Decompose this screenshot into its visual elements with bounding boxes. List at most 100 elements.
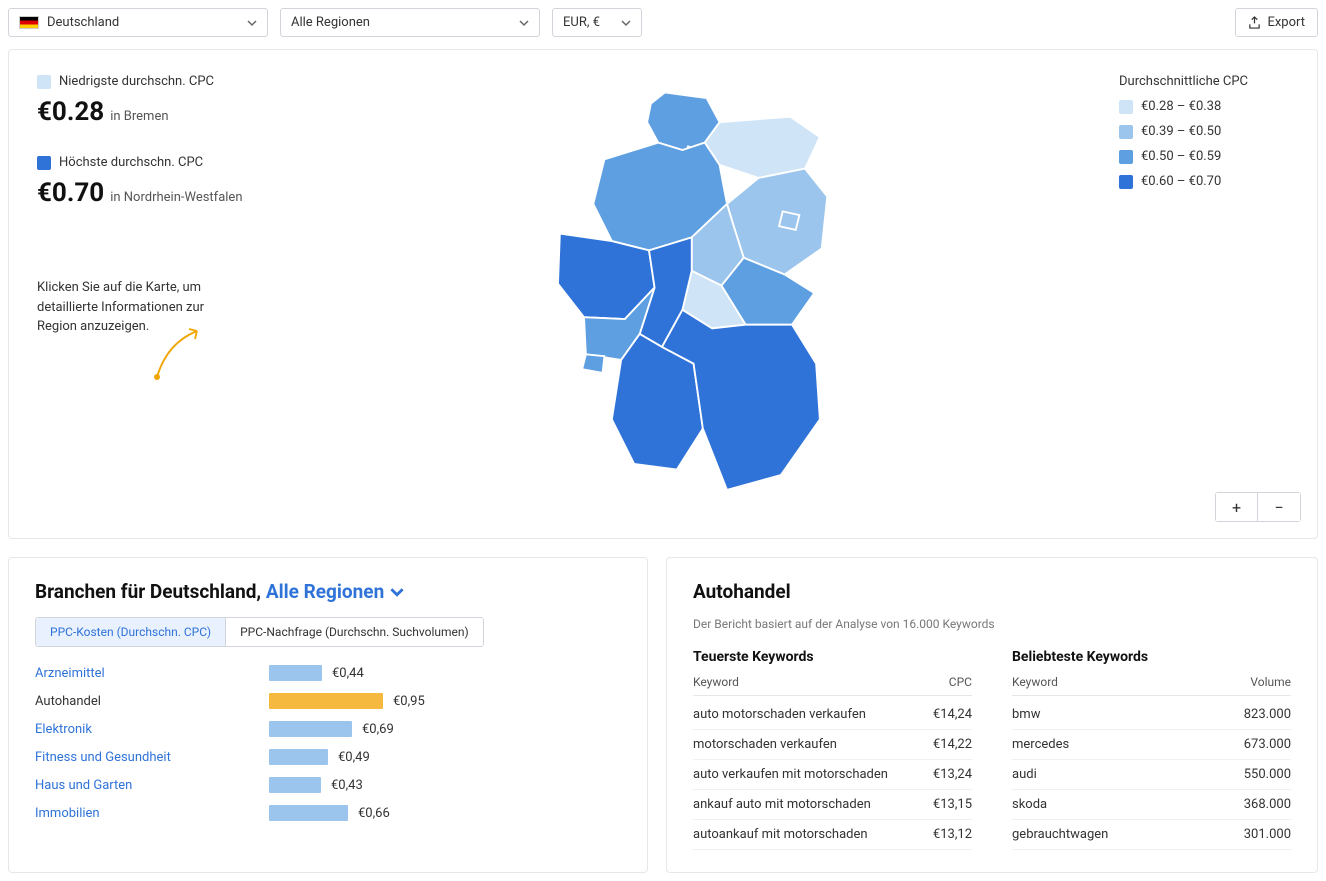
currency-label: EUR, €: [563, 15, 600, 30]
lowest-swatch: [37, 75, 51, 89]
popular-keywords-col: Beliebteste Keywords Keyword Volume bmw8…: [1012, 649, 1291, 850]
industries-title-prefix: Branchen für Deutschland,: [35, 580, 266, 603]
export-icon: [1248, 16, 1261, 29]
keyword-name: auto motorschaden verkaufen: [693, 707, 866, 722]
industries-panel: Branchen für Deutschland, Alle Regionen …: [8, 557, 648, 873]
industries-tabs: PPC-Kosten (Durchschn. CPC) PPC-Nachfrag…: [35, 617, 484, 647]
keyword-value: €14,24: [933, 707, 972, 722]
industry-rows: Arzneimittel €0,44 Autohandel€0,95 Elektron…: [35, 665, 621, 821]
expensive-col2: CPC: [949, 675, 972, 689]
industry-label[interactable]: Elektronik: [35, 722, 255, 737]
keyword-value: 368.000: [1244, 797, 1291, 812]
industries-region-link[interactable]: Alle Regionen: [266, 580, 404, 603]
highest-label: Höchste durchschn. CPC: [59, 155, 203, 170]
industry-bar: [269, 777, 321, 793]
map-panel: Niedrigste durchschn. CPC €0.28 in Breme…: [8, 49, 1318, 539]
map-container: [257, 74, 1119, 514]
industry-row: Autohandel€0,95: [35, 693, 621, 709]
keyword-value: 550.000: [1244, 767, 1291, 782]
keyword-name: autoankauf mit motorschaden: [693, 827, 868, 842]
legend-title: Durchschnittliche CPC: [1119, 74, 1289, 89]
keyword-row: motorschaden verkaufen€14,22: [693, 730, 972, 760]
keyword-name: auto verkaufen mit motorschaden: [693, 767, 888, 782]
detail-note: Der Bericht basiert auf der Analyse von …: [693, 617, 1291, 631]
region-selector[interactable]: Alle Regionen: [280, 8, 540, 37]
highest-cpc-block: Höchste durchschn. CPC €0.70 in Nordrhei…: [37, 155, 257, 208]
industries-region-label: Alle Regionen: [266, 580, 384, 603]
industry-label[interactable]: Immobilien: [35, 806, 255, 821]
expensive-col1: Keyword: [693, 675, 739, 689]
keyword-row: auto motorschaden verkaufen €14,24: [693, 700, 972, 730]
country-label: Deutschland: [47, 15, 119, 30]
keyword-name: mercedes: [1012, 737, 1069, 752]
industry-bar-wrap: €0,43: [269, 777, 621, 793]
industry-row: Arzneimittel €0,44: [35, 665, 621, 681]
keyword-value: €13,15: [933, 797, 972, 812]
map-region-saarland[interactable]: [582, 354, 604, 373]
lowest-cpc-block: Niedrigste durchschn. CPC €0.28 in Breme…: [37, 74, 257, 127]
keyword-value: €13,24: [933, 767, 972, 782]
popular-col1: Keyword: [1012, 675, 1058, 689]
tab-ppc-cost[interactable]: PPC-Kosten (Durchschn. CPC): [36, 618, 226, 646]
popular-heading: Beliebteste Keywords: [1012, 649, 1291, 665]
industry-row: Haus und Garten €0,43: [35, 777, 621, 793]
map-region-berlin[interactable]: [779, 211, 799, 230]
top-bar: Deutschland Alle Regionen EUR, € Export: [8, 8, 1318, 37]
industry-value: €0,49: [338, 750, 370, 765]
export-button[interactable]: Export: [1235, 8, 1318, 37]
industry-value: €0,66: [358, 806, 390, 821]
hint-arrow-icon: [149, 325, 209, 385]
legend-range: €0.60 – €0.70: [1141, 174, 1221, 189]
popular-col2: Volume: [1250, 675, 1291, 689]
zoom-out-button[interactable]: −: [1258, 493, 1300, 521]
keyword-row: audi 550.000: [1012, 760, 1291, 790]
industry-label[interactable]: Arzneimittel: [35, 666, 255, 681]
industry-bar: [269, 721, 352, 737]
keyword-value: 301.000: [1244, 827, 1291, 842]
keyword-row: mercedes 673.000: [1012, 730, 1291, 760]
legend-item: €0.50 – €0.59: [1119, 149, 1289, 164]
keyword-row: bmw823.000: [1012, 700, 1291, 730]
lowest-value: €0.28: [37, 97, 104, 127]
lowest-label: Niedrigste durchschn. CPC: [59, 74, 214, 89]
keyword-value: €13,12: [933, 827, 972, 842]
flag-de-icon: [19, 16, 39, 29]
industry-row: Fitness und Gesundheit €0,49: [35, 749, 621, 765]
tab-ppc-demand[interactable]: PPC-Nachfrage (Durchschn. Suchvolumen): [226, 618, 483, 646]
chevron-down-icon: [621, 18, 631, 28]
legend-swatch: [1119, 150, 1133, 164]
industry-value: €0,43: [331, 778, 363, 793]
industry-bar: [269, 749, 328, 765]
zoom-controls: + −: [1215, 492, 1301, 522]
legend-item: €0.28 – €0.38: [1119, 99, 1289, 114]
keyword-name: motorschaden verkaufen: [693, 737, 837, 752]
legend-swatch: [1119, 175, 1133, 189]
keyword-name: gebrauchtwagen: [1012, 827, 1108, 842]
germany-map[interactable]: [493, 74, 883, 514]
legend-swatch: [1119, 100, 1133, 114]
industry-label: Autohandel: [35, 694, 255, 709]
country-selector[interactable]: Deutschland: [8, 8, 268, 37]
currency-selector[interactable]: EUR, €: [552, 8, 642, 37]
industry-bar-wrap: €0,69: [269, 721, 621, 737]
keyword-value: 673.000: [1244, 737, 1291, 752]
detail-title: Autohandel: [693, 580, 1291, 603]
keyword-value: 823.000: [1244, 707, 1291, 722]
legend-range: €0.50 – €0.59: [1141, 149, 1221, 164]
legend-swatch: [1119, 125, 1133, 139]
detail-panel: Autohandel Der Bericht basiert auf der A…: [666, 557, 1318, 873]
industry-bar: [269, 665, 322, 681]
zoom-in-button[interactable]: +: [1216, 493, 1258, 521]
highest-swatch: [37, 156, 51, 170]
legend-range: €0.28 – €0.38: [1141, 99, 1221, 114]
keyword-name: audi: [1012, 767, 1037, 782]
industry-row: Elektronik €0,69: [35, 721, 621, 737]
industry-label[interactable]: Fitness und Gesundheit: [35, 750, 255, 765]
keyword-name: ankauf auto mit motorschaden: [693, 797, 871, 812]
industry-bar: [269, 693, 383, 709]
industry-label[interactable]: Haus und Garten: [35, 778, 255, 793]
keyword-row: auto verkaufen mit motorschaden €13,24: [693, 760, 972, 790]
industry-value: €0,69: [362, 722, 394, 737]
industry-value: €0,44: [332, 666, 364, 681]
industries-title: Branchen für Deutschland, Alle Regionen: [35, 580, 621, 603]
